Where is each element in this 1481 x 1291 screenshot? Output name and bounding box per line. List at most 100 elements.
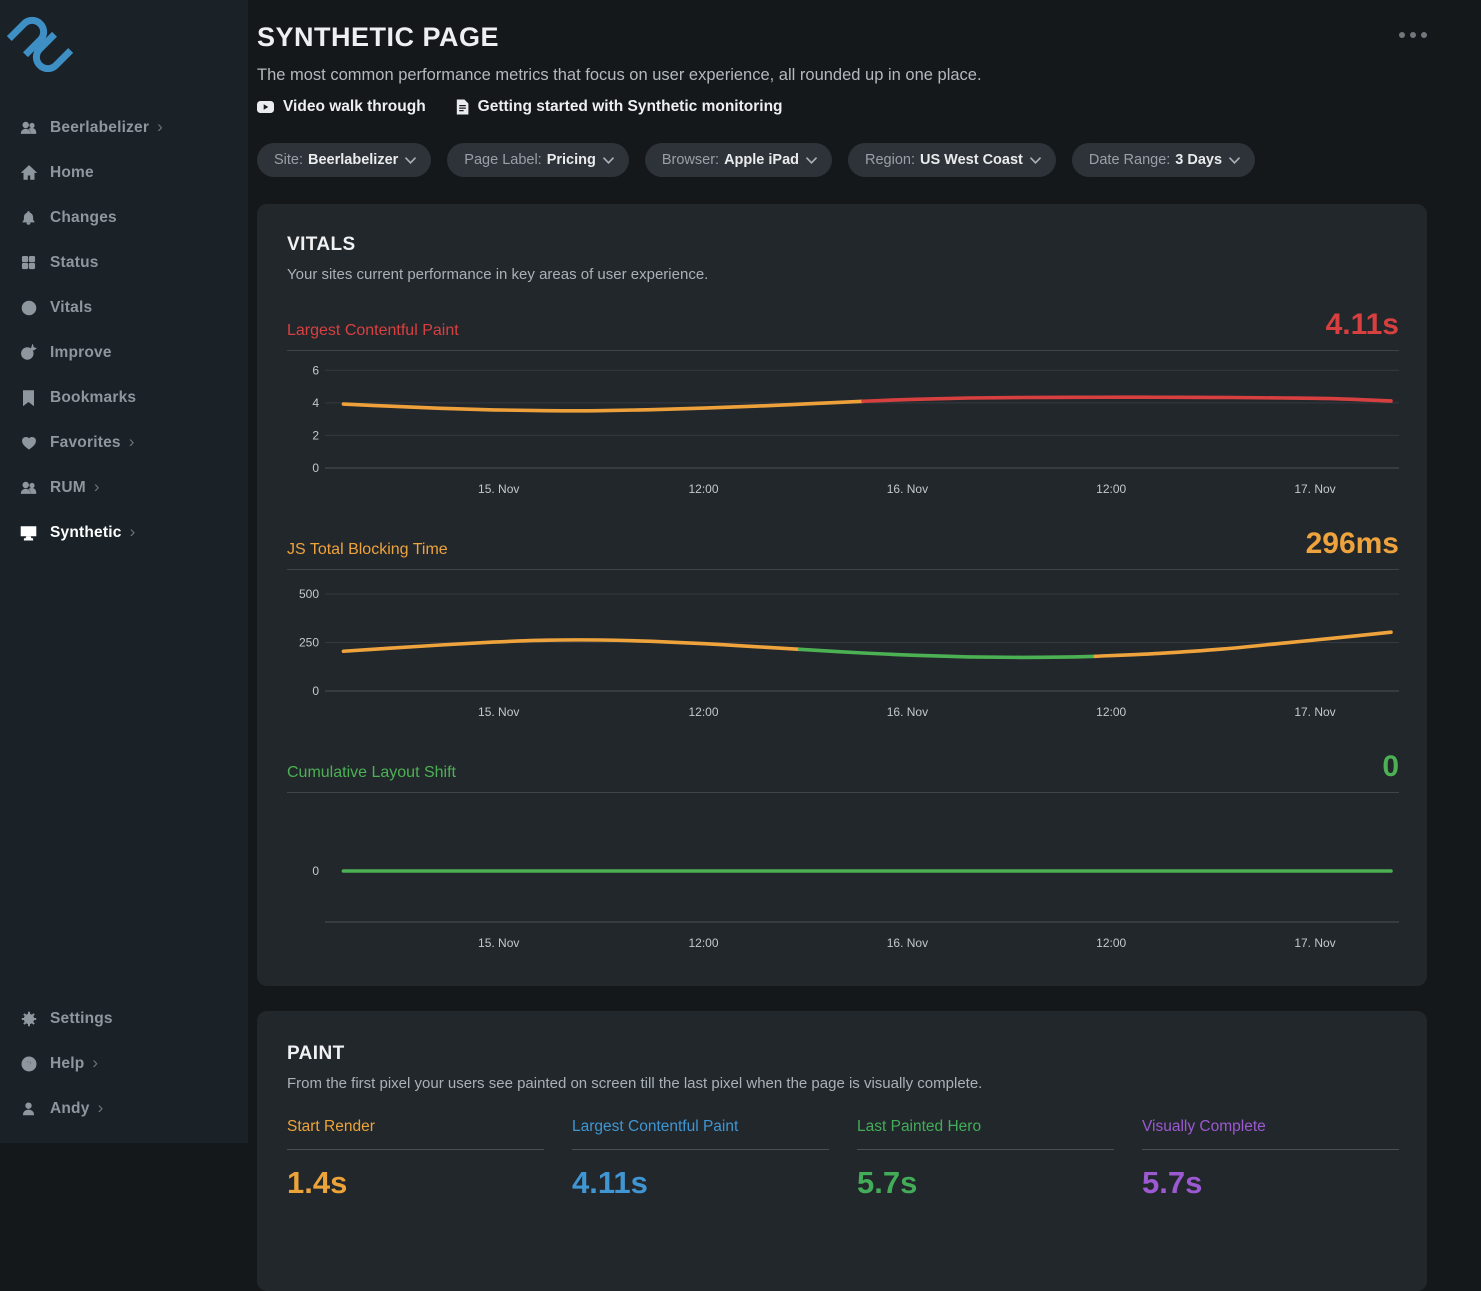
- pulse-icon: [20, 299, 37, 316]
- overflow-menu-icon[interactable]: [1399, 32, 1427, 38]
- filter-label: Date Range:: [1088, 152, 1171, 168]
- filter-value: 3 Days: [1175, 152, 1223, 168]
- svg-text:4: 4: [312, 396, 319, 410]
- paint-metric-label[interactable]: Largest Contentful Paint: [572, 1118, 829, 1150]
- sidebar-item-label: Bookmarks: [50, 388, 137, 406]
- person-icon: [20, 1100, 37, 1117]
- video-walkthrough-link[interactable]: Video walk through: [257, 98, 426, 116]
- svg-text:12:00: 12:00: [688, 482, 718, 496]
- sidebar-item-label: Andy: [50, 1099, 90, 1117]
- chevron-down-icon: [603, 156, 614, 164]
- tbt-chart-title: JS Total Blocking Time: [287, 541, 448, 558]
- sidebar-item-label: Vitals: [50, 298, 93, 316]
- filter-pill-region[interactable]: Region: US West Coast: [848, 143, 1056, 177]
- filter-value: US West Coast: [920, 152, 1023, 168]
- speedcurve-logo-icon[interactable]: [6, 10, 74, 79]
- svg-text:17. Nov: 17. Nov: [1294, 705, 1335, 719]
- sidebar-item-rum[interactable]: RUM ›: [0, 465, 248, 510]
- svg-text:16. Nov: 16. Nov: [887, 705, 928, 719]
- sidebar-item-label: Improve: [50, 343, 112, 361]
- lcp-chart-block: Largest Contentful Paint 4.11s 6 4 2 0 15. N…: [287, 310, 1399, 502]
- bookmark-icon: [20, 389, 37, 406]
- help-links-row: Video walk through Getting started with …: [257, 98, 1427, 116]
- svg-text:0: 0: [312, 461, 319, 475]
- sidebar-item-label: Help: [50, 1054, 85, 1072]
- svg-text:12:00: 12:00: [1096, 705, 1126, 719]
- sidebar-item-label: Settings: [50, 1009, 113, 1027]
- chevron-down-icon: [1229, 156, 1240, 164]
- filter-pill-page-label[interactable]: Page Label: Pricing: [447, 143, 629, 177]
- sidebar-item-home[interactable]: Home: [0, 150, 248, 195]
- svg-text:6: 6: [312, 363, 319, 377]
- sidebar-item-andy[interactable]: Andy ›: [0, 1086, 248, 1131]
- filters-row: Site: Beerlabelizer Page Label: Pricing Brow…: [257, 143, 1427, 177]
- svg-text:?: ?: [25, 1059, 31, 1070]
- sidebar-item-label: RUM: [50, 478, 86, 496]
- sidebar-item-vitals[interactable]: Vitals: [0, 285, 248, 330]
- sidebar-item-changes[interactable]: Changes: [0, 195, 248, 240]
- lcp-chart-value: 4.11s: [1325, 308, 1399, 341]
- sidebar-item-label: Status: [50, 253, 99, 271]
- svg-text:12:00: 12:00: [688, 705, 718, 719]
- filter-pill-date-range[interactable]: Date Range: 3 Days: [1071, 143, 1256, 177]
- filter-label: Browser:: [661, 152, 720, 168]
- sidebar-item-favorites[interactable]: Favorites ›: [0, 420, 248, 465]
- svg-text:500: 500: [299, 587, 319, 601]
- svg-text:15. Nov: 15. Nov: [478, 705, 519, 719]
- document-icon: [456, 99, 469, 115]
- tbt-chart-block: JS Total Blocking Time 296ms 500 250 0 15. …: [287, 529, 1399, 725]
- divider: [287, 569, 1399, 570]
- filter-value: Apple iPad: [724, 152, 800, 168]
- tbt-line-chart: 500 250 0 15. Nov 12:00 16. Nov 12:00 17. Nov: [287, 582, 1399, 725]
- paint-card-subtitle: From the first pixel your users see pain…: [287, 1075, 983, 1092]
- help-icon: ?: [20, 1055, 37, 1072]
- cls-chart-title: Cumulative Layout Shift: [287, 764, 456, 781]
- svg-text:15. Nov: 15. Nov: [478, 482, 519, 496]
- heart-icon: [20, 434, 37, 451]
- paint-metric-label[interactable]: Last Painted Hero: [857, 1118, 1114, 1150]
- getting-started-link[interactable]: Getting started with Synthetic monitorin…: [456, 98, 783, 116]
- link-label: Getting started with Synthetic monitorin…: [477, 98, 783, 115]
- sidebar-item-improve[interactable]: Improve: [0, 330, 248, 375]
- svg-text:17. Nov: 17. Nov: [1294, 936, 1335, 950]
- chevron-right-icon: ›: [128, 432, 135, 451]
- paint-metric-label[interactable]: Visually Complete: [1142, 1118, 1399, 1150]
- filter-label: Page Label:: [464, 152, 542, 168]
- paint-metric-value: 4.11s: [572, 1165, 648, 1200]
- cls-line-chart: 0 15. Nov 12:00 16. Nov 12:00 17. Nov: [287, 805, 1399, 956]
- bell-icon: [20, 209, 37, 226]
- chevron-right-icon: ›: [129, 522, 136, 541]
- chevron-down-icon: [806, 156, 817, 164]
- chevron-down-icon: [405, 156, 417, 164]
- sidebar-item-label: Beerlabelizer: [50, 118, 150, 136]
- sidebar-item-bookmarks[interactable]: Bookmarks: [0, 375, 248, 420]
- filter-pill-browser[interactable]: Browser: Apple iPad: [644, 143, 833, 177]
- sidebar-item-beerlabelizer[interactable]: Beerlabelizer ›: [0, 105, 248, 150]
- page-subtitle: The most common performance metrics that…: [257, 66, 982, 84]
- paint-card-title: PAINT: [287, 1043, 345, 1064]
- paint-metric-value: 1.4s: [287, 1165, 348, 1200]
- chevron-right-icon: ›: [93, 477, 100, 496]
- svg-text:0: 0: [312, 864, 319, 878]
- vitals-card-subtitle: Your sites current performance in key ar…: [287, 266, 709, 283]
- filter-pill-site[interactable]: Site: Beerlabelizer: [257, 143, 432, 177]
- vitals-card: VITALS Your sites current performance in…: [257, 204, 1427, 986]
- svg-text:250: 250: [299, 636, 319, 650]
- sidebar-item-settings[interactable]: Settings: [0, 996, 248, 1041]
- sidebar-item-synthetic[interactable]: Synthetic ›: [0, 510, 248, 555]
- sidebar-item-status[interactable]: Status: [0, 240, 248, 285]
- sidebar-item-label: Synthetic: [50, 523, 122, 541]
- lcp-chart-title: Largest Contentful Paint: [287, 322, 459, 339]
- users-icon: [20, 119, 37, 136]
- sidebar-item-help[interactable]: ? Help ›: [0, 1041, 248, 1086]
- filter-label: Region:: [865, 152, 915, 168]
- lcp-line-chart: 6 4 2 0 15. Nov 12:00 16. Nov 12:00 17. Nov: [287, 363, 1399, 502]
- paint-metric-label[interactable]: Start Render: [287, 1118, 544, 1150]
- home-icon: [20, 164, 37, 181]
- paint-metric-value: 5.7s: [1142, 1165, 1203, 1200]
- sidebar-item-label: Home: [50, 163, 94, 181]
- chevron-down-icon: [1030, 156, 1041, 164]
- svg-text:16. Nov: 16. Nov: [887, 936, 928, 950]
- monitor-icon: [20, 524, 37, 541]
- link-label: Video walk through: [283, 98, 426, 115]
